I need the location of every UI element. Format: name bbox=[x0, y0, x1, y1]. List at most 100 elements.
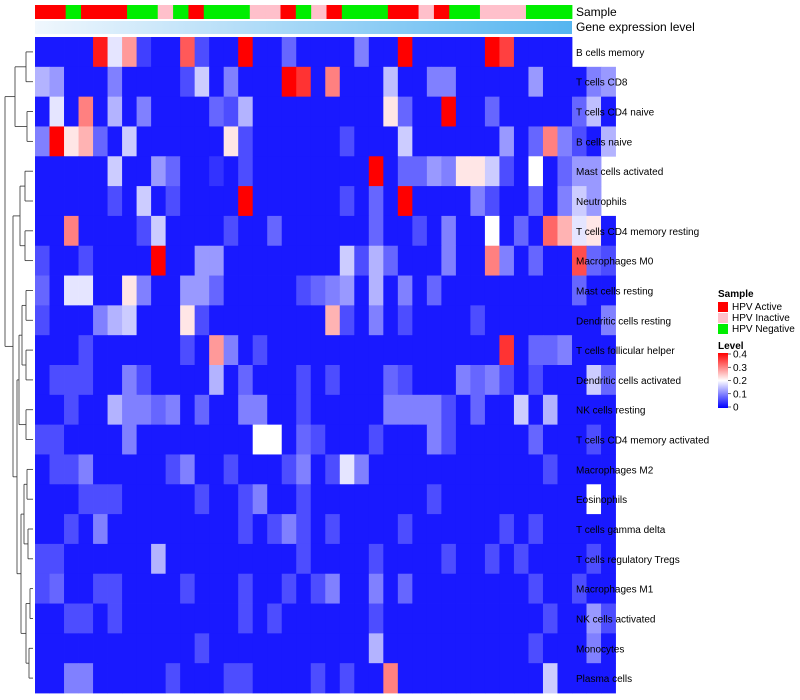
heatmap-cell bbox=[339, 365, 355, 396]
heatmap-cell bbox=[107, 156, 123, 187]
heatmap-cell bbox=[528, 394, 544, 426]
heatmap-cell bbox=[383, 543, 399, 575]
heatmap-cell bbox=[397, 245, 413, 276]
heatmap-cell bbox=[64, 96, 79, 127]
heatmap-cell bbox=[180, 424, 196, 455]
heatmap-cell bbox=[339, 573, 355, 604]
heatmap-cell bbox=[542, 305, 558, 336]
heatmap-cell bbox=[499, 484, 515, 515]
heatmap-cell bbox=[223, 454, 239, 485]
heatmap-cell bbox=[93, 275, 108, 306]
heatmap-cell bbox=[223, 394, 239, 426]
heatmap-cell bbox=[542, 603, 558, 634]
heatmap-cell bbox=[35, 365, 50, 396]
heatmap-cell bbox=[499, 335, 515, 366]
heatmap-cell bbox=[252, 454, 268, 485]
heatmap-cell bbox=[426, 484, 442, 515]
sample-annotation-cell bbox=[326, 5, 343, 19]
level-color-bar bbox=[718, 353, 728, 408]
heatmap-cell bbox=[412, 394, 428, 426]
heatmap-cell bbox=[151, 424, 167, 455]
row-label: Macrophages M0 bbox=[576, 257, 654, 268]
heatmap-cell bbox=[107, 305, 123, 336]
heatmap-cell bbox=[194, 186, 210, 217]
heatmap-cell bbox=[107, 126, 123, 157]
heatmap-cell bbox=[209, 305, 225, 336]
heatmap-cell bbox=[339, 633, 355, 664]
heatmap-cell bbox=[35, 543, 50, 575]
heatmap-cell bbox=[484, 275, 500, 306]
sample-annotation-cell bbox=[433, 5, 450, 19]
heatmap-cell bbox=[252, 663, 268, 694]
heatmap-cell bbox=[267, 245, 283, 276]
heatmap-cell bbox=[572, 305, 587, 336]
heatmap-cell bbox=[470, 424, 486, 455]
row-labels: B cells memory T cells CD8 T cells CD4 nai… bbox=[576, 48, 709, 685]
heatmap-cell bbox=[397, 37, 413, 68]
heatmap-cell bbox=[122, 66, 137, 98]
heatmap-cell bbox=[194, 663, 210, 694]
heatmap-cell bbox=[586, 424, 602, 455]
heatmap-cell bbox=[368, 96, 384, 127]
heatmap-cell bbox=[542, 275, 558, 306]
heatmap-cell bbox=[397, 573, 413, 604]
heatmap-cell bbox=[368, 454, 384, 485]
heatmap-cell bbox=[572, 96, 587, 127]
heatmap-cell bbox=[296, 424, 312, 455]
heatmap-cell bbox=[455, 394, 471, 426]
heatmap-cell bbox=[528, 454, 544, 485]
heatmap-cell bbox=[397, 215, 413, 247]
heatmap-cell bbox=[426, 245, 442, 276]
heatmap-cell bbox=[296, 66, 312, 98]
row-label: Mast cells activated bbox=[576, 167, 663, 178]
heatmap-cell bbox=[499, 543, 515, 575]
heatmap-cell bbox=[455, 66, 471, 98]
heatmap-cell bbox=[455, 96, 471, 127]
sample-annotation-cell bbox=[127, 5, 143, 19]
heatmap-cell bbox=[542, 335, 558, 366]
heatmap-cell bbox=[165, 514, 181, 545]
heatmap-cell bbox=[93, 305, 108, 336]
heatmap-cell bbox=[78, 663, 94, 694]
heatmap-cell bbox=[441, 603, 457, 634]
heatmap-cell bbox=[368, 514, 384, 545]
heatmap-cell bbox=[238, 96, 254, 127]
heatmap-cell bbox=[470, 305, 486, 336]
heatmap-cell bbox=[426, 37, 442, 68]
heatmap-cell bbox=[383, 454, 399, 485]
heatmap-cell bbox=[180, 156, 196, 187]
heatmap-cell bbox=[383, 126, 399, 157]
heatmap-cell bbox=[238, 573, 254, 604]
heatmap-cell bbox=[209, 156, 225, 187]
heatmap-cell bbox=[441, 573, 457, 604]
heatmap-cell bbox=[238, 394, 254, 426]
heatmap-cell bbox=[572, 603, 587, 634]
heatmap-cell bbox=[281, 37, 297, 68]
heatmap-cell bbox=[49, 156, 65, 187]
heatmap-cell bbox=[194, 394, 210, 426]
heatmap-cell bbox=[383, 424, 399, 455]
heatmap-cell bbox=[484, 66, 500, 98]
heatmap-cell bbox=[180, 663, 196, 694]
heatmap-cell bbox=[151, 156, 167, 187]
heatmap-cell bbox=[151, 484, 167, 515]
heatmap-cell bbox=[281, 663, 297, 694]
heatmap-cell bbox=[499, 245, 515, 276]
sample-annotation-cell bbox=[265, 5, 281, 19]
heatmap-cell bbox=[470, 573, 486, 604]
heatmap-cell bbox=[455, 573, 471, 604]
heatmap-cell bbox=[296, 275, 312, 306]
heatmap-cell bbox=[136, 305, 152, 336]
heatmap-cell bbox=[78, 365, 94, 396]
level-legend-tick-label: 0.1 bbox=[733, 389, 747, 400]
sample-annotation-cell bbox=[65, 5, 82, 19]
heatmap-cell bbox=[223, 275, 239, 306]
heatmap-cell bbox=[426, 156, 442, 187]
heatmap-cell bbox=[93, 573, 108, 604]
heatmap-cell bbox=[180, 126, 196, 157]
heatmap-cell bbox=[586, 305, 602, 336]
heatmap-cell bbox=[470, 663, 486, 694]
heatmap-cell bbox=[513, 96, 529, 127]
heatmap-cell bbox=[528, 305, 544, 336]
